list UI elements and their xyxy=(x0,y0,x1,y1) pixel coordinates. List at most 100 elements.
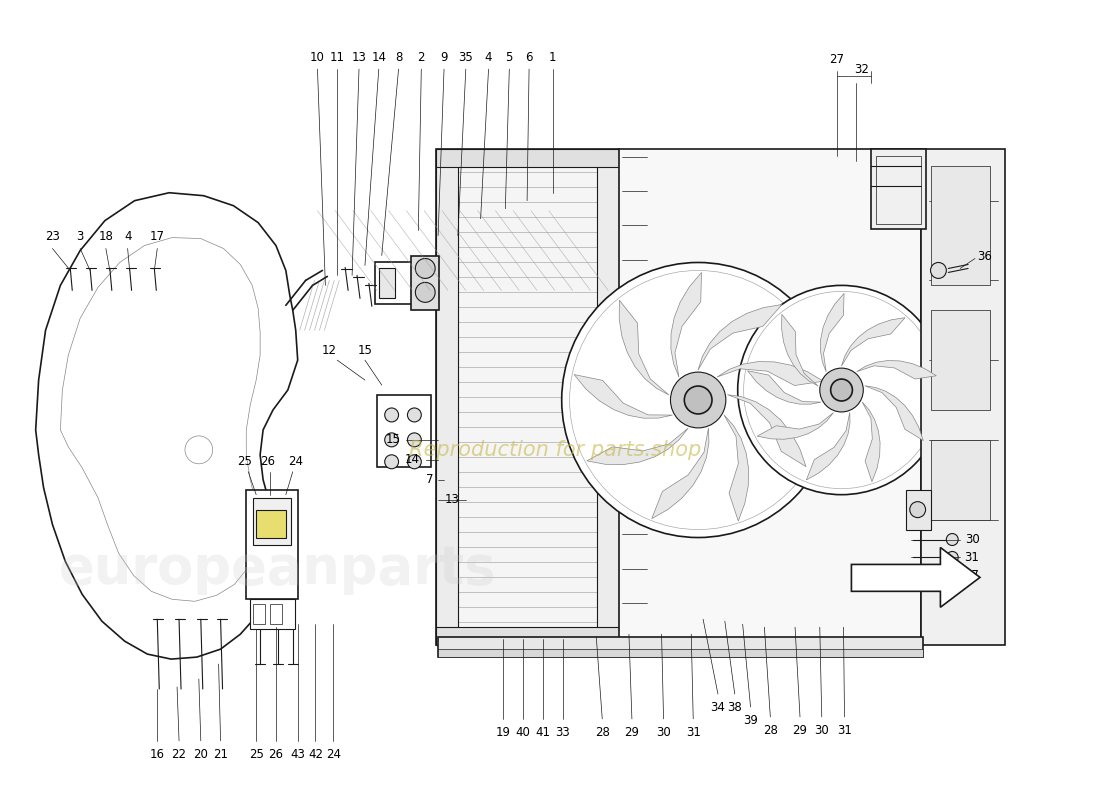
Polygon shape xyxy=(671,273,702,378)
Text: 19: 19 xyxy=(496,726,510,739)
Text: 27: 27 xyxy=(829,53,844,66)
Text: 12: 12 xyxy=(322,344,337,357)
Bar xyxy=(619,149,921,645)
Circle shape xyxy=(946,551,958,563)
Polygon shape xyxy=(727,394,806,466)
Text: 31: 31 xyxy=(837,724,851,738)
Bar xyxy=(921,149,1004,645)
Text: 31: 31 xyxy=(965,551,979,564)
Bar xyxy=(876,156,921,224)
Text: 33: 33 xyxy=(556,726,570,739)
Text: 5: 5 xyxy=(506,50,513,64)
Text: 41: 41 xyxy=(536,726,550,739)
Polygon shape xyxy=(619,300,669,395)
Circle shape xyxy=(385,455,398,469)
Text: 26: 26 xyxy=(268,748,284,762)
Bar xyxy=(250,599,295,630)
Text: 42: 42 xyxy=(308,748,323,762)
Polygon shape xyxy=(842,318,905,366)
Text: 14: 14 xyxy=(405,454,420,466)
Text: 2: 2 xyxy=(418,50,425,64)
Bar xyxy=(436,149,619,645)
Text: 1: 1 xyxy=(549,50,557,64)
Polygon shape xyxy=(724,415,749,521)
Text: europeanparts: europeanparts xyxy=(59,543,497,595)
Text: 13: 13 xyxy=(444,493,460,506)
Bar xyxy=(931,166,990,286)
Text: 24: 24 xyxy=(326,748,341,762)
Bar xyxy=(597,149,619,645)
Text: 29: 29 xyxy=(625,726,639,739)
Bar xyxy=(411,255,439,310)
Circle shape xyxy=(385,408,398,422)
Text: 4: 4 xyxy=(124,230,131,243)
Bar xyxy=(377,395,431,466)
Text: 39: 39 xyxy=(744,714,758,727)
Bar xyxy=(378,269,395,298)
Bar xyxy=(246,490,298,599)
Circle shape xyxy=(416,258,436,278)
Text: 15: 15 xyxy=(358,344,373,357)
Text: 31: 31 xyxy=(685,726,701,739)
Bar xyxy=(436,149,619,167)
Bar xyxy=(931,310,990,410)
Bar xyxy=(438,637,923,657)
Bar xyxy=(253,604,265,624)
Text: 29: 29 xyxy=(792,724,807,738)
Bar xyxy=(375,262,422,304)
Circle shape xyxy=(416,282,436,302)
Polygon shape xyxy=(757,413,834,439)
Text: 37: 37 xyxy=(965,569,979,582)
Circle shape xyxy=(385,433,398,447)
Text: 21: 21 xyxy=(213,748,228,762)
Text: 15: 15 xyxy=(385,434,400,446)
Circle shape xyxy=(562,262,835,538)
Text: 34: 34 xyxy=(711,702,725,714)
Text: 14: 14 xyxy=(372,50,386,64)
Text: 16: 16 xyxy=(150,748,165,762)
Bar xyxy=(256,510,286,538)
Polygon shape xyxy=(862,402,880,482)
Circle shape xyxy=(946,534,958,546)
Bar xyxy=(436,627,619,645)
Text: 43: 43 xyxy=(290,748,305,762)
Text: 36: 36 xyxy=(978,250,992,263)
Text: 24: 24 xyxy=(288,455,304,468)
Polygon shape xyxy=(698,305,782,370)
Text: 25: 25 xyxy=(249,748,264,762)
Bar xyxy=(905,490,931,530)
Polygon shape xyxy=(717,362,823,386)
Text: 13: 13 xyxy=(352,50,366,64)
Text: 30: 30 xyxy=(965,533,979,546)
Text: 32: 32 xyxy=(854,62,869,76)
Polygon shape xyxy=(651,428,708,518)
Bar xyxy=(438,649,923,657)
Text: 4: 4 xyxy=(485,50,493,64)
Polygon shape xyxy=(574,374,672,418)
Circle shape xyxy=(830,379,852,401)
Circle shape xyxy=(407,455,421,469)
Polygon shape xyxy=(821,294,844,372)
Text: 22: 22 xyxy=(172,748,187,762)
Bar xyxy=(270,604,282,624)
Circle shape xyxy=(407,408,421,422)
Text: Reproduction for parts.shop: Reproduction for parts.shop xyxy=(409,440,701,460)
Text: 3: 3 xyxy=(77,230,84,243)
Text: 7: 7 xyxy=(427,474,433,486)
Polygon shape xyxy=(806,413,850,480)
Text: 28: 28 xyxy=(595,726,609,739)
Text: 30: 30 xyxy=(814,724,829,738)
Text: 17: 17 xyxy=(150,230,165,243)
Polygon shape xyxy=(865,386,923,441)
Bar xyxy=(871,149,925,229)
Text: 26: 26 xyxy=(261,455,275,468)
Text: 20: 20 xyxy=(194,748,208,762)
Circle shape xyxy=(931,262,946,278)
Circle shape xyxy=(946,570,958,582)
Circle shape xyxy=(684,386,712,414)
Text: 25: 25 xyxy=(236,455,252,468)
Text: 28: 28 xyxy=(763,724,778,738)
Polygon shape xyxy=(857,361,936,379)
Text: 8: 8 xyxy=(395,50,403,64)
Polygon shape xyxy=(748,370,821,404)
